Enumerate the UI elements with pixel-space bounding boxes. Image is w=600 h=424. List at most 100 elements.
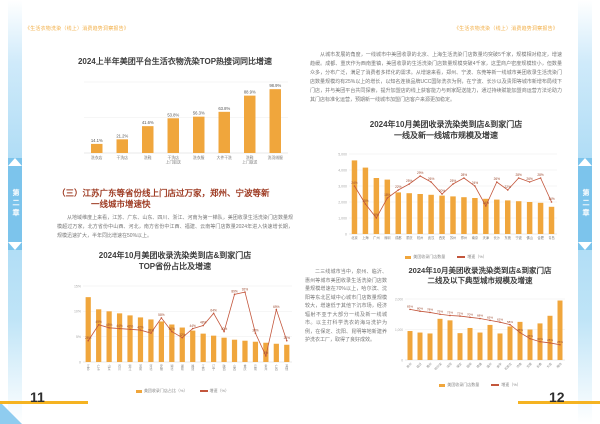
bar: [96, 309, 102, 362]
bar: [106, 311, 112, 362]
chart4-title: 2024年10月美团收录洗染类到店&到家门店 二线及以下典型城市规模及增速: [392, 266, 568, 286]
svg-text:72%: 72%: [457, 311, 463, 315]
svg-text:98.9%: 98.9%: [269, 83, 281, 88]
svg-text:山西: 山西: [233, 363, 236, 371]
bar: [557, 300, 563, 360]
bar: [231, 339, 238, 362]
svg-text:8%: 8%: [264, 351, 269, 355]
bar: [263, 342, 269, 362]
bar: [472, 198, 478, 234]
svg-text:干洗店: 干洗店: [117, 155, 129, 160]
svg-text:30%: 30%: [537, 337, 543, 341]
svg-text:0: 0: [401, 358, 403, 362]
bar: [148, 319, 154, 362]
svg-text:辽宁: 辽宁: [212, 363, 215, 371]
svg-text:14%: 14%: [483, 201, 490, 205]
svg-text:福建: 福建: [191, 363, 194, 371]
svg-text:88.9%: 88.9%: [244, 90, 256, 95]
chapter-band-right: 第二章: [578, 0, 592, 424]
svg-text:临沂: 临沂: [415, 361, 423, 369]
bar: [116, 139, 128, 153]
svg-text:28%: 28%: [85, 336, 92, 340]
svg-text:无锡: 无锡: [525, 361, 533, 369]
svg-text:65%: 65%: [487, 316, 493, 320]
bar: [461, 197, 467, 234]
svg-text:73%: 73%: [447, 311, 453, 315]
chapter-tab-right: 第二章: [578, 158, 592, 250]
bar: [497, 333, 503, 360]
svg-text:78%: 78%: [427, 308, 433, 312]
bar: [487, 324, 493, 360]
svg-text:0: 0: [345, 232, 347, 236]
legend-item: 增速（%）: [457, 254, 487, 260]
chart2-title-line1: 2024年10月美团收录洗染类到店&到家门店: [98, 251, 252, 260]
svg-text:四川: 四川: [118, 364, 121, 371]
top-search-terms-growth-svg: 14.1% 21.2% 41.6% 53.8% 56.3% 63.8% 88.9% 98.9%…: [84, 81, 288, 164]
bar: [395, 192, 401, 234]
bar: [91, 143, 103, 153]
svg-text:杭州: 杭州: [417, 235, 423, 240]
svg-text:69%: 69%: [273, 305, 280, 309]
svg-text:38%: 38%: [252, 328, 259, 332]
bar: [190, 330, 196, 362]
svg-text:83%: 83%: [407, 305, 413, 309]
svg-text:44%: 44%: [190, 324, 197, 328]
chart3-title: 2024年10月美团收录洗染类到店&到家门店 一线及新一线城市规模及增速: [334, 119, 558, 141]
svg-text:53.8%: 53.8%: [167, 112, 179, 117]
svg-text:成都: 成都: [395, 235, 402, 240]
svg-text:40%: 40%: [221, 327, 228, 331]
svg-text:80%: 80%: [417, 306, 423, 310]
page-number-right: 12: [549, 389, 565, 405]
svg-text:4,000: 4,000: [338, 168, 347, 172]
svg-text:25%: 25%: [406, 179, 413, 183]
svg-text:28%: 28%: [547, 338, 553, 342]
svg-text:安徽: 安徽: [160, 363, 163, 371]
svg-text:郑州: 郑州: [461, 235, 467, 240]
svg-text:南京: 南京: [472, 235, 478, 240]
bar: [127, 315, 133, 362]
svg-text:陕西: 陕西: [223, 363, 226, 371]
svg-text:浙江: 浙江: [129, 363, 132, 371]
chapter-tab-left: 第二章: [8, 158, 22, 250]
svg-text:云南: 云南: [254, 364, 257, 371]
bar: [85, 297, 91, 362]
svg-text:18%: 18%: [384, 193, 391, 197]
svg-text:佛山: 佛山: [526, 235, 532, 240]
bar: [477, 332, 483, 360]
bar: [167, 118, 179, 153]
bar: [526, 202, 533, 234]
svg-text:河南: 河南: [139, 363, 142, 371]
chapter-band-left: 第二章: [8, 0, 22, 424]
bar: [142, 126, 154, 153]
chart3-title-line2: 一线及新一线城市规模及增速: [394, 131, 498, 140]
svg-text:北京: 北京: [351, 235, 357, 240]
svg-text:济南: 济南: [515, 361, 523, 369]
bar: [244, 95, 256, 153]
legend-label: 增速（%）: [501, 382, 521, 387]
svg-text:宁波: 宁波: [515, 235, 522, 240]
svg-text:45%: 45%: [517, 328, 523, 332]
svg-text:昆明: 昆明: [465, 361, 473, 369]
svg-text:湖南: 湖南: [181, 363, 184, 371]
legend-item: 增速（%）: [199, 388, 229, 394]
svg-text:石家庄: 石家庄: [503, 361, 513, 371]
legend-item: 美团收录门店数量: [439, 382, 479, 388]
svg-text:41.6%: 41.6%: [142, 120, 154, 125]
bar: [439, 195, 445, 234]
svg-text:24%: 24%: [472, 181, 479, 185]
legend-item: 美团收录门店数量: [405, 254, 445, 260]
svg-text:温州: 温州: [485, 361, 493, 369]
legend-item: 美团收录门店占比（%）: [135, 388, 188, 394]
svg-text:潍坊: 潍坊: [555, 361, 563, 369]
svg-text:广东: 广东: [97, 363, 100, 371]
svg-text:38%: 38%: [148, 328, 155, 332]
svg-text:哈尔滨: 哈尔滨: [433, 361, 443, 371]
svg-text:28%: 28%: [515, 173, 522, 177]
svg-text:南通: 南通: [475, 361, 483, 369]
left-page-paragraph: 从地域维度上来看，江苏、广东、山东、四川、浙江、河南为第一梯队，美团收录生活洗染…: [57, 215, 293, 239]
svg-text:15%: 15%: [74, 284, 81, 288]
svg-text:洗鞋上门取送: 洗鞋上门取送: [242, 155, 257, 164]
svg-text:3,000: 3,000: [338, 184, 347, 188]
svg-text:56.3%: 56.3%: [193, 111, 205, 116]
